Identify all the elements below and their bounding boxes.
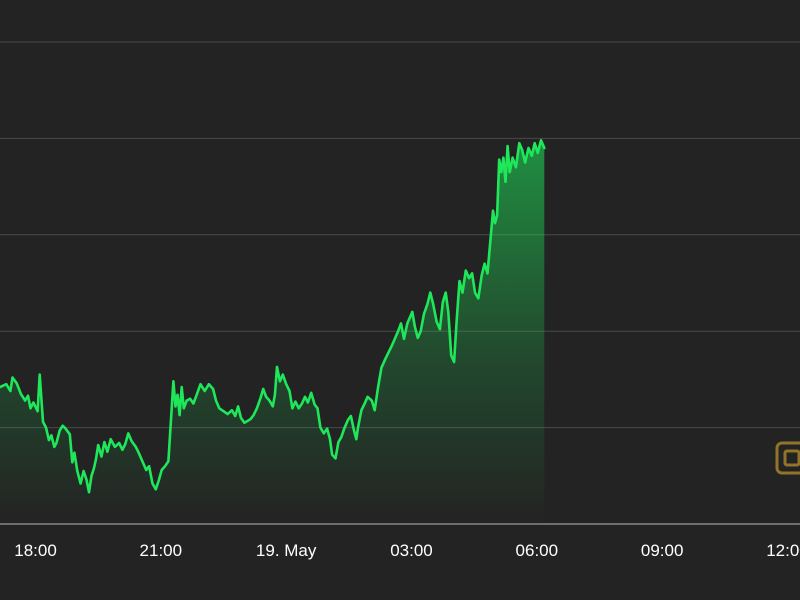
logo-watermark-icon [777,443,800,473]
x-tick-labels: 18:00 21:00 19. May 03:00 06:00 09:00 12:00 [14,541,800,560]
x-tick-label-3: 03:00 [390,541,433,560]
x-tick-label-0: 18:00 [14,541,57,560]
series-area [0,140,544,524]
x-tick-label-5: 09:00 [641,541,684,560]
x-tick-label-1: 21:00 [140,541,183,560]
x-tick-label-2: 19. May [256,541,317,560]
x-tick-label-6: 12:00 [766,541,800,560]
x-tick-label-4: 06:00 [516,541,559,560]
